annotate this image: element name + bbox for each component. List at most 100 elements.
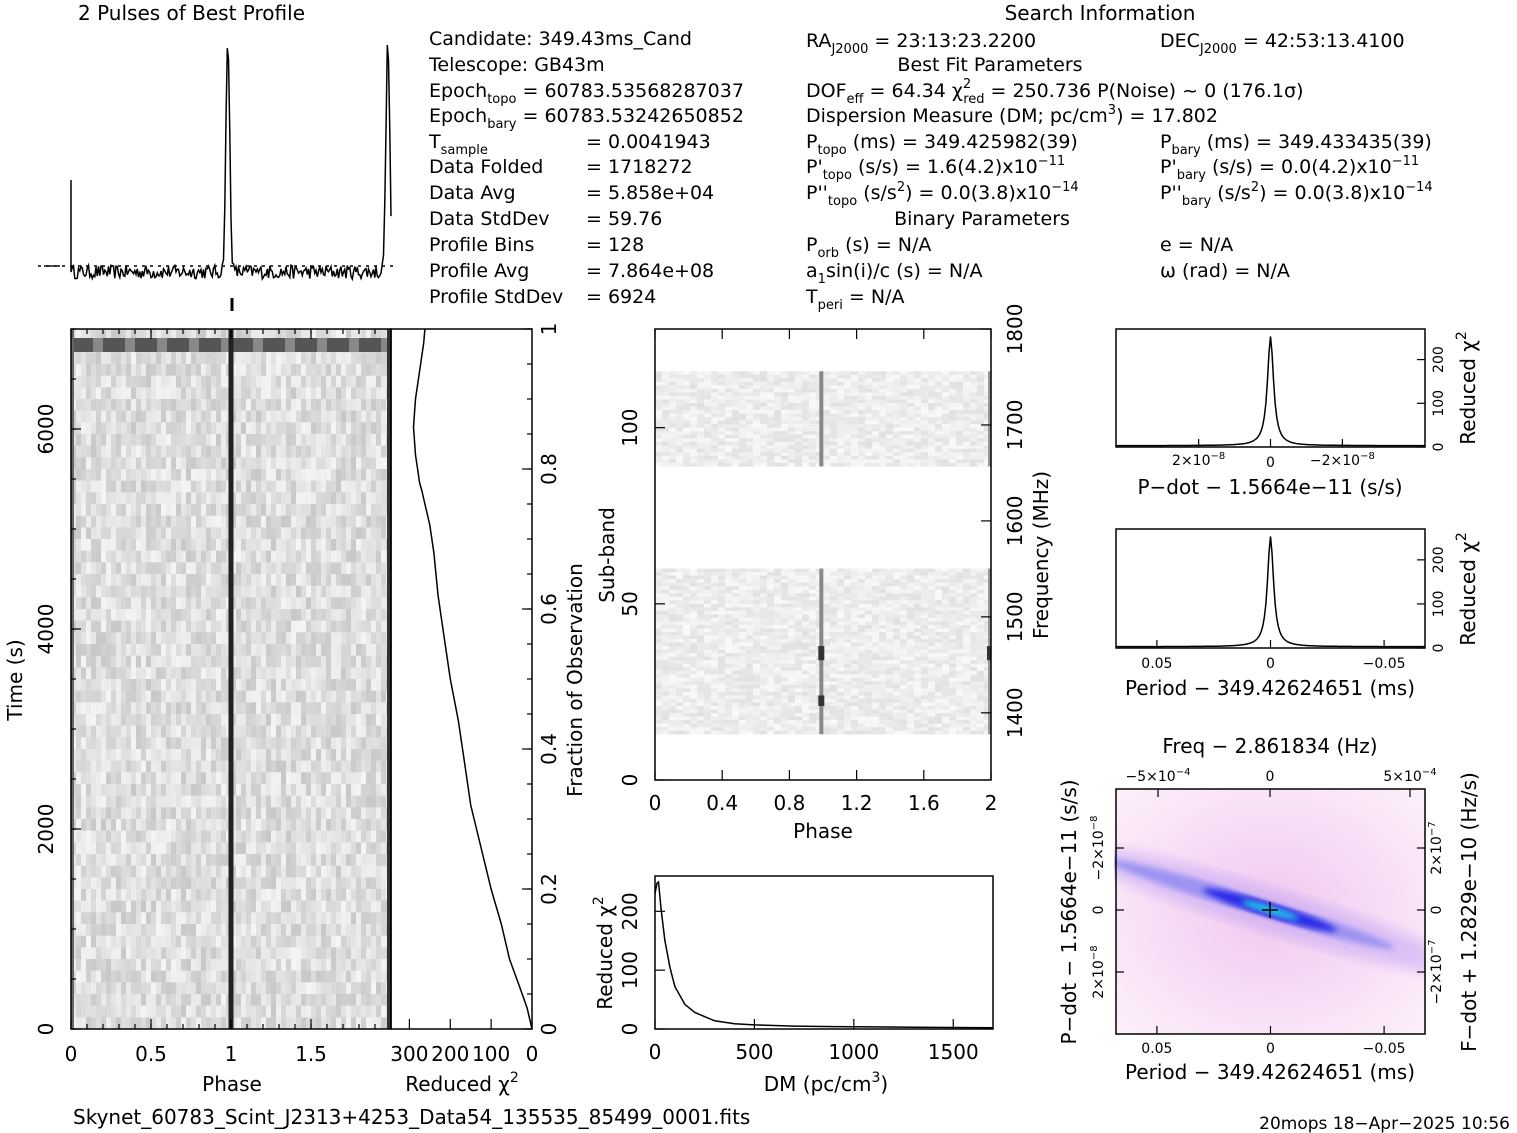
subband-cell xyxy=(725,586,733,591)
waterfall-cell xyxy=(356,445,362,458)
subband-cell xyxy=(767,575,775,580)
waterfall-cell xyxy=(101,515,107,528)
subband-cell xyxy=(886,568,894,573)
waterfall-cell xyxy=(181,865,187,878)
waterfall-cell xyxy=(196,807,202,820)
waterfall-cell xyxy=(281,947,287,960)
waterfall-cell xyxy=(121,329,127,341)
waterfall-cell xyxy=(321,900,327,913)
waterfall-cell xyxy=(241,982,247,995)
waterfall-cell xyxy=(146,620,152,633)
waterfall-cell xyxy=(146,935,152,948)
subband-cell xyxy=(851,568,859,573)
waterfall-cell xyxy=(96,865,102,878)
waterfall-cell xyxy=(271,445,277,458)
waterfall-cell xyxy=(176,784,182,796)
waterfall-cell xyxy=(201,399,207,411)
waterfall-cell xyxy=(246,690,252,703)
subband-cell xyxy=(795,635,803,640)
subband-cell xyxy=(949,586,957,591)
subband-cell xyxy=(676,593,684,598)
waterfall-cell xyxy=(381,480,387,493)
waterfall-cell xyxy=(346,842,352,855)
subband-cell xyxy=(879,568,887,573)
waterfall-cell xyxy=(366,772,372,785)
waterfall-cell xyxy=(166,982,172,995)
waterfall-cell xyxy=(211,585,217,598)
waterfall-cell xyxy=(301,597,307,610)
waterfall-cell xyxy=(336,539,342,551)
subband-cell xyxy=(809,596,817,601)
subband-cell xyxy=(697,617,705,622)
waterfall-cell xyxy=(126,970,132,983)
subband-cell xyxy=(865,614,873,619)
waterfall-cell xyxy=(161,982,167,995)
waterfall-cell xyxy=(96,959,102,971)
waterfall-cell xyxy=(256,725,262,738)
waterfall-cell xyxy=(231,457,237,470)
waterfall-cell xyxy=(331,795,337,808)
waterfall-cell xyxy=(126,959,132,971)
subband-cell xyxy=(907,586,915,591)
waterfall-cell xyxy=(241,947,247,960)
waterfall-cell xyxy=(186,900,192,913)
waterfall-cell xyxy=(281,889,287,901)
waterfall-cell xyxy=(96,632,102,645)
waterfall-cell xyxy=(121,609,127,621)
waterfall-cell xyxy=(231,515,237,528)
waterfall-cell xyxy=(206,585,212,598)
subband-cell xyxy=(900,614,908,619)
waterfall-cell xyxy=(331,574,337,586)
waterfall-cell xyxy=(326,959,332,971)
waterfall-cell xyxy=(351,994,357,1006)
waterfall-cell xyxy=(316,457,322,470)
waterfall-cell xyxy=(351,655,357,668)
waterfall-cell xyxy=(321,632,327,645)
subband-cell xyxy=(669,603,677,608)
waterfall-cell xyxy=(276,655,282,668)
waterfall-cell xyxy=(196,375,202,388)
subband-cell xyxy=(956,632,964,636)
waterfall-cell xyxy=(286,854,292,866)
subband-cell xyxy=(914,624,922,629)
waterfall-cell xyxy=(131,562,137,575)
waterfall-cell xyxy=(241,329,247,341)
subband-cell xyxy=(683,621,691,626)
waterfall-cell xyxy=(156,410,162,423)
waterfall-cell xyxy=(101,912,107,925)
waterfall-cell xyxy=(91,387,97,400)
subband-cell xyxy=(669,639,677,643)
candidate-info-line: Data Avg xyxy=(429,182,516,204)
waterfall-cell xyxy=(96,539,102,551)
waterfall-cell xyxy=(176,760,182,773)
waterfall-cell xyxy=(241,550,247,563)
waterfall-cell xyxy=(291,364,297,376)
waterfall-cell xyxy=(351,830,357,843)
waterfall-cell xyxy=(81,574,87,586)
waterfall-cell xyxy=(86,1005,92,1018)
waterfall-cell xyxy=(241,702,247,715)
waterfall-cell xyxy=(251,725,257,738)
subband-cell xyxy=(718,579,726,583)
waterfall-cell xyxy=(81,994,87,1006)
waterfall-cell xyxy=(126,784,132,796)
subband-cell xyxy=(879,589,887,594)
waterfall-cell xyxy=(106,492,112,505)
subband-cell xyxy=(928,596,936,601)
waterfall-cell xyxy=(141,959,147,971)
waterfall-cell xyxy=(341,644,347,656)
waterfall-cell xyxy=(191,889,197,901)
subband-cell xyxy=(655,628,663,633)
waterfall-cell xyxy=(196,469,202,481)
waterfall-cell xyxy=(86,947,92,960)
subband-cell xyxy=(676,568,684,573)
waterfall-cell xyxy=(151,760,157,773)
waterfall-cell xyxy=(186,947,192,960)
subband-cell xyxy=(963,568,971,573)
waterfall-cell xyxy=(131,632,137,645)
subband-cell xyxy=(984,624,992,629)
waterfall-cell xyxy=(176,352,182,365)
waterfall-cell xyxy=(171,515,177,528)
waterfall-cell xyxy=(266,737,272,750)
waterfall-cell xyxy=(266,492,272,505)
